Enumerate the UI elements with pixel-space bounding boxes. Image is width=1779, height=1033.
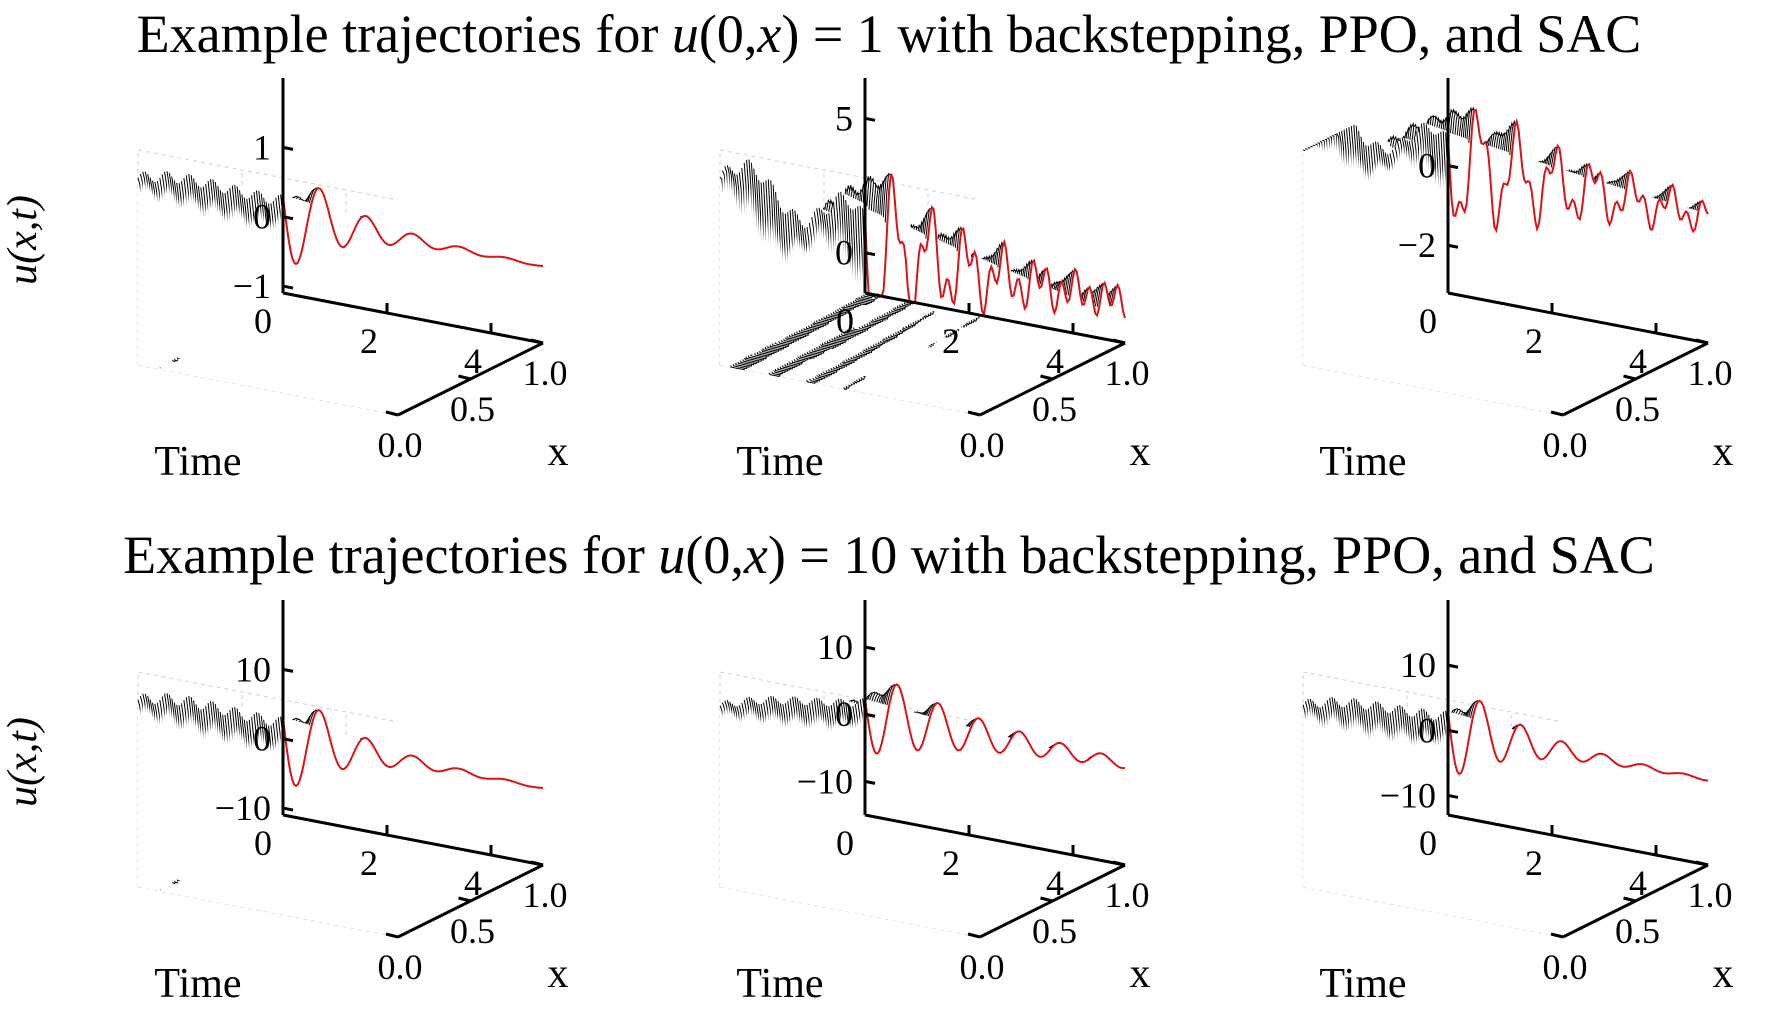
time-tick-label: 0 [836, 823, 854, 863]
surface-mesh [137, 693, 544, 937]
x-tick-label: 1.0 [1105, 353, 1150, 393]
x-tick-label: 0.5 [1615, 389, 1660, 429]
time-tick-label: 4 [1629, 341, 1647, 381]
x-tick-label: 0.0 [960, 425, 1005, 465]
time-axis-label: Time [1319, 961, 1406, 1007]
z-tick-label: 0 [835, 694, 853, 734]
x-axis-label: x [1130, 951, 1151, 997]
z-tick-label: 0 [1418, 146, 1436, 186]
time-tick-label: 2 [360, 321, 378, 361]
z-axis-label: u(x,t) [0, 195, 46, 285]
axes: 0 2 4 1.0 0.5 0.0 −10 0 10 [797, 600, 1150, 987]
time-tick-label: 2 [1525, 843, 1543, 883]
time-tick-label: 4 [1046, 341, 1064, 381]
surface-panel-r1-c2: 0 2 4 1.0 0.5 0.0 0 5 Time x [719, 78, 1151, 485]
x-tick-label: 0.5 [450, 911, 495, 951]
axes: 0 2 4 1.0 0.5 0.0 −10 0 10 [1380, 600, 1733, 987]
time-tick-label: 4 [1629, 863, 1647, 903]
x-tick-label: 0.5 [1032, 389, 1077, 429]
z-tick-label: −1 [233, 266, 271, 306]
time-tick-label: 2 [942, 843, 960, 883]
z-tick-label: 10 [817, 627, 853, 667]
axes: 0 2 4 1.0 0.5 0.0 0 5 [835, 78, 1150, 465]
x-tick-label: 0.0 [378, 947, 423, 987]
time-tick-label: 4 [464, 341, 482, 381]
z-tick-label: 10 [1400, 645, 1436, 685]
time-axis [864, 813, 1126, 867]
z-tick-label: 0 [1418, 710, 1436, 750]
boundary-trajectory [864, 683, 1126, 770]
z-tick-label: 5 [835, 98, 853, 138]
time-axis-label: Time [154, 439, 241, 485]
surface-mesh [1302, 697, 1709, 937]
x-tick-label: 0.0 [1543, 425, 1588, 465]
boundary-trajectory [1447, 699, 1709, 782]
z-tick-label: −2 [1398, 225, 1436, 265]
x-axis-label: x [1713, 951, 1734, 997]
time-tick-label: 4 [464, 863, 482, 903]
boundary-trajectory [864, 173, 1126, 319]
time-tick-label: 2 [1525, 321, 1543, 361]
axes: 0 2 4 1.00.50.0−101 [233, 78, 568, 465]
time-tick-label: 0 [1419, 823, 1437, 863]
surface-mesh [1302, 106, 1709, 415]
time-tick-label: 0 [836, 301, 854, 341]
boundary-trajectory [1447, 108, 1709, 234]
x-tick-label: 1.0 [523, 875, 568, 915]
time-tick-label: 4 [1046, 863, 1064, 903]
surface-mesh [719, 683, 1126, 937]
z-tick-label: 0 [835, 233, 853, 273]
x-axis-label: x [548, 429, 569, 475]
row-title-2: Example trajectories for u(0,x) = 10 wit… [123, 525, 1655, 585]
z-tick-label: 1 [253, 127, 271, 167]
x-tick-label: 0.0 [960, 947, 1005, 987]
x-tick-label: 1.0 [1105, 875, 1150, 915]
z-tick-label: 0 [253, 719, 271, 759]
time-tick-label: 2 [942, 321, 960, 361]
x-tick-label: 1.0 [1688, 875, 1733, 915]
z-tick-label: −10 [1380, 775, 1436, 815]
z-tick-label: −10 [215, 788, 271, 828]
x-axis-label: x [1713, 429, 1734, 475]
x-axis-label: x [1130, 429, 1151, 475]
time-axis [1447, 813, 1709, 867]
boundary-trajectory [282, 708, 544, 789]
x-axis-label: x [548, 951, 569, 997]
time-tick-label: 0 [254, 823, 272, 863]
z-tick-label: 10 [235, 649, 271, 689]
x-tick-label: 0.5 [1032, 911, 1077, 951]
time-tick-label: 0 [1419, 301, 1437, 341]
time-tick-label: 2 [360, 843, 378, 883]
time-axis [282, 291, 544, 345]
x-tick-label: 0.0 [1543, 947, 1588, 987]
time-axis-label: Time [154, 961, 241, 1007]
surface-mesh [137, 171, 544, 415]
z-tick-label: 0 [253, 197, 271, 237]
surface-panel-r2-c3: 0 2 4 1.0 0.5 0.0 −10 0 10 Time x [1302, 600, 1734, 1007]
x-tick-label: 0.5 [1615, 911, 1660, 951]
z-axis-label: u(x,t) [0, 717, 46, 807]
row-title-1: Example trajectories for u(0,x) = 1 with… [137, 4, 1642, 64]
boundary-trajectory [282, 186, 544, 267]
z-tick-label: −10 [797, 761, 853, 801]
surface-panel-r2-c2: 0 2 4 1.0 0.5 0.0 −10 0 10 Time x [719, 600, 1151, 1007]
time-axis-label: Time [736, 439, 823, 485]
x-tick-label: 1.0 [523, 353, 568, 393]
x-tick-label: 0.5 [450, 389, 495, 429]
time-axis [864, 291, 1126, 345]
x-tick-label: 1.0 [1688, 353, 1733, 393]
time-axis [1447, 291, 1709, 345]
axes: 0 2 4 1.0 0.5 0.0 −2 0 [1398, 78, 1733, 465]
time-axis-label: Time [736, 961, 823, 1007]
time-axis-label: Time [1319, 439, 1406, 485]
x-tick-label: 0.0 [378, 425, 423, 465]
surface-panel-r1-c3: 0 2 4 1.0 0.5 0.0 −2 0 Time x [1302, 78, 1734, 485]
time-tick-label: 0 [254, 301, 272, 341]
time-axis [282, 813, 544, 867]
